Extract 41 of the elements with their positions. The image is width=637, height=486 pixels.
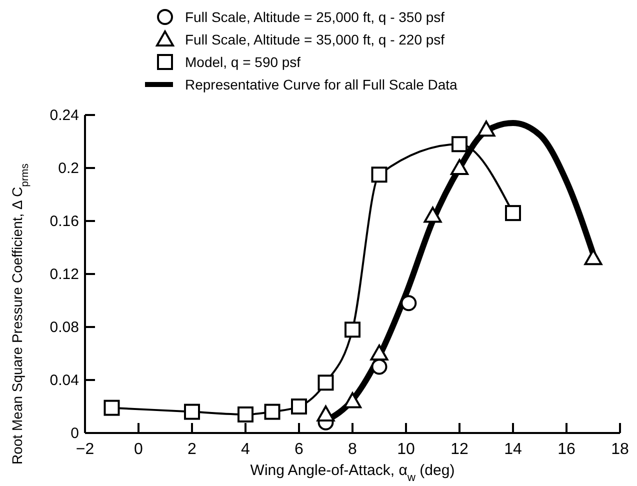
y-tick-label: 0.04 (50, 372, 79, 389)
point (344, 322, 360, 338)
point (452, 136, 468, 152)
point (291, 398, 307, 414)
y-tick-label: 0.16 (50, 213, 79, 230)
point (400, 295, 417, 312)
legend-label: Model, q = 590 psf (185, 54, 301, 70)
x-tick-label: 8 (348, 441, 358, 458)
y-tick-label: 0.2 (58, 160, 79, 177)
point (477, 120, 496, 137)
x-axis-title: Wing Angle-of-Attack, α$_{w}$ (deg) (250, 462, 455, 484)
legend-label: Representative Curve for all Full Scale Data (185, 76, 458, 92)
x-tick-label: 14 (504, 441, 522, 458)
y-tick-label: 0.24 (50, 107, 79, 124)
y-tick-label: 0 (70, 425, 79, 442)
point (371, 358, 388, 375)
point (238, 406, 254, 422)
point (371, 166, 388, 183)
point (316, 405, 335, 422)
x-tick-label: 18 (611, 441, 629, 458)
point (505, 205, 521, 222)
x-tick-label: 12 (450, 441, 468, 458)
point (370, 344, 388, 360)
x-tick-label: 4 (241, 441, 250, 458)
y-tick-label: 0.08 (50, 319, 79, 336)
legend-label: Full Scale, Altitude = 35,000 ft, q - 220 psf (185, 32, 445, 48)
point (264, 404, 280, 420)
x-tick-label: 16 (558, 441, 576, 458)
x-tick-label: 2 (188, 441, 197, 458)
legend-label: Full Scale, Altitude = 25,000 ft, q - 350 psf (185, 9, 445, 25)
y-tick-label: 0.12 (50, 266, 79, 283)
point (104, 400, 120, 416)
x-tick-label: 0 (134, 441, 144, 458)
point (318, 374, 334, 391)
point (184, 404, 200, 420)
x-tick-label: −2 (76, 441, 94, 458)
x-tick-label: 6 (294, 441, 304, 458)
point (450, 159, 468, 175)
point (344, 392, 362, 408)
point (424, 206, 442, 223)
x-tick-label: 10 (397, 441, 415, 458)
